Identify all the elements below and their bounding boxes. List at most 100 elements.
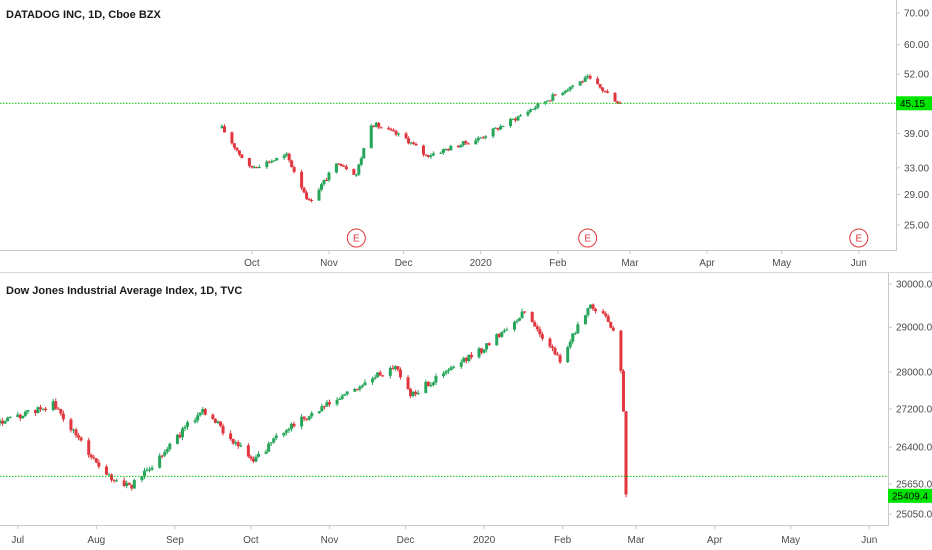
candle-body	[424, 154, 428, 156]
candle-body	[127, 483, 131, 485]
candle-body	[571, 333, 575, 342]
candle-body	[426, 155, 430, 157]
candle-body	[431, 382, 435, 385]
candle-body	[307, 198, 311, 200]
candle-body	[586, 75, 590, 78]
candle-body	[320, 406, 324, 412]
candle-body	[480, 348, 484, 353]
earnings-marker[interactable]: E	[849, 228, 869, 248]
candle-body	[501, 126, 505, 128]
candle-body	[322, 180, 326, 185]
candle-body	[568, 341, 572, 348]
candle-body	[586, 308, 590, 316]
earnings-marker[interactable]: E	[578, 228, 598, 248]
candle-body	[578, 81, 582, 86]
candle-body	[231, 439, 235, 444]
candle-body	[3, 421, 7, 424]
candle-body	[505, 329, 509, 331]
candle-body	[239, 445, 243, 447]
candle-body	[0, 420, 2, 424]
candle-body	[369, 125, 373, 149]
candle-body	[514, 118, 518, 121]
candle-body	[414, 143, 418, 146]
candle-body	[132, 480, 136, 489]
candle-body	[372, 125, 376, 127]
candle-body	[250, 165, 254, 168]
candle-body	[300, 416, 304, 427]
candle-body	[583, 77, 587, 82]
candle-body	[583, 315, 587, 325]
candle-body	[467, 354, 471, 362]
panel2-title: Dow Jones Industrial Average Index, 1D, …	[6, 285, 242, 297]
x-tick-label: Aug	[87, 535, 105, 546]
candle-body	[338, 398, 342, 400]
candle-body	[496, 127, 500, 130]
candle-body	[598, 84, 602, 88]
candle-body	[115, 480, 119, 482]
candle-body	[589, 304, 593, 309]
candle-body	[87, 440, 91, 455]
candle-body	[178, 434, 182, 438]
candle-body	[553, 348, 557, 355]
candle-body	[397, 133, 401, 135]
candle-body	[429, 384, 433, 387]
candle-body	[150, 467, 154, 470]
earnings-marker[interactable]: E	[346, 228, 366, 248]
candle-body	[51, 401, 55, 411]
candle-body	[616, 101, 620, 103]
candle-body	[571, 85, 575, 87]
y-tick-label: 30000.0	[896, 280, 932, 291]
candle-body	[249, 456, 253, 459]
x-tick-label: May	[772, 258, 791, 269]
candle-body	[613, 92, 617, 102]
candle-body	[618, 102, 622, 104]
candle-body	[477, 348, 481, 358]
candle-body	[317, 411, 321, 414]
candle-body	[621, 370, 625, 412]
candle-body	[411, 391, 415, 397]
candle-body	[526, 111, 530, 116]
candle-body	[373, 377, 377, 379]
candle-body	[158, 455, 162, 468]
candle-body	[379, 127, 383, 129]
candle-body	[566, 89, 570, 91]
x-tick-label: Jul	[11, 535, 24, 546]
candle-body	[481, 137, 485, 139]
candle-body	[456, 145, 460, 148]
candle-body	[594, 309, 598, 312]
candle-body	[274, 435, 278, 439]
candle-body	[198, 412, 202, 416]
candle-body	[371, 378, 375, 383]
candle-body	[282, 155, 286, 158]
candle-body	[16, 414, 20, 417]
y-tick-label: 26400.0	[896, 443, 932, 454]
panel2-candles	[0, 303, 628, 498]
y-tick-label: 25050.0	[896, 510, 932, 521]
candle-body	[414, 391, 418, 395]
candle-body	[363, 382, 367, 386]
candle-body	[97, 462, 101, 467]
candle-body	[548, 100, 552, 102]
candle-body	[236, 442, 240, 447]
candle-body	[59, 409, 63, 414]
candle-body	[23, 411, 27, 416]
candle-body	[487, 343, 491, 346]
candle-body	[495, 334, 499, 346]
candle-body	[275, 157, 279, 161]
candle-body	[339, 164, 343, 167]
candle-body	[424, 381, 428, 393]
candle-body	[287, 153, 291, 161]
y-tick-label: 52.00	[904, 70, 929, 81]
candle-body	[77, 435, 81, 438]
candle-body	[474, 140, 478, 145]
y-tick-label: 29000.0	[896, 323, 932, 334]
candle-body	[561, 92, 565, 96]
candle-body	[497, 334, 501, 337]
candle-body	[201, 409, 205, 413]
candle-body	[6, 417, 10, 422]
candle-body	[568, 86, 572, 90]
candle-body	[558, 355, 562, 363]
panel2-x-axis: Jul Aug Sep Oct Nov Dec 2020 Feb Mar Apr May Jun	[11, 525, 877, 546]
candle-body	[61, 413, 65, 420]
candle-body	[342, 166, 346, 168]
